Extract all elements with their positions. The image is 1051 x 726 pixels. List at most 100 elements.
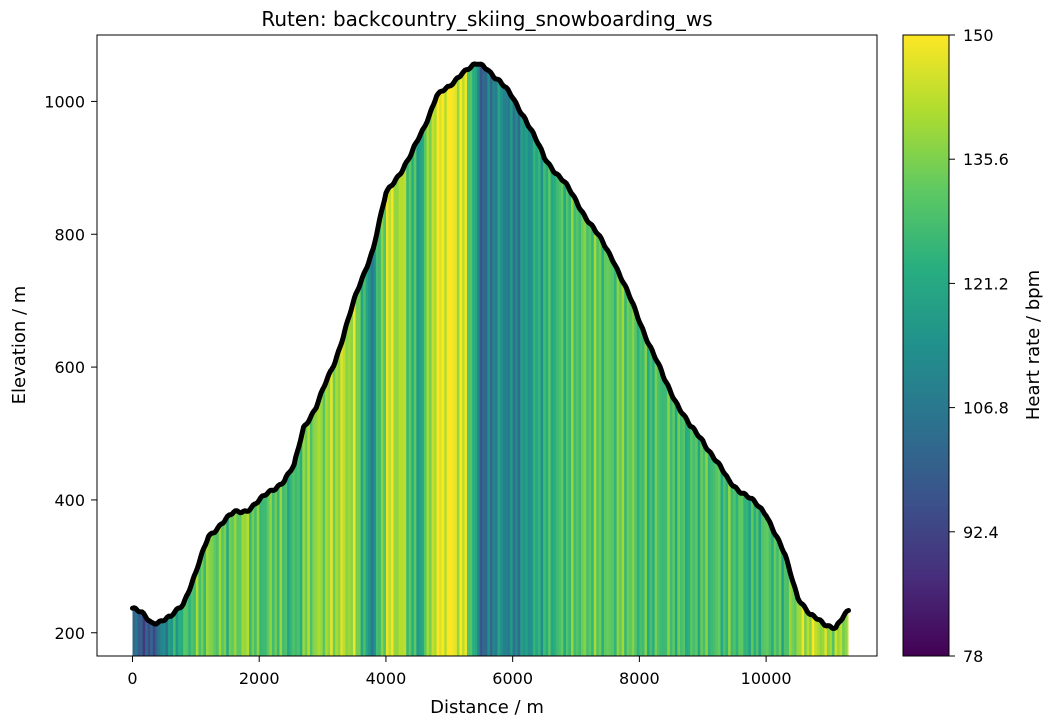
tick-label: 600 xyxy=(54,358,85,377)
heart-rate-band xyxy=(563,63,567,656)
heart-rate-band xyxy=(545,63,549,656)
heart-rate-band xyxy=(837,63,841,656)
heart-rate-band xyxy=(573,63,577,656)
heart-rate-band xyxy=(434,63,438,656)
heart-rate-band xyxy=(548,63,552,656)
tick-label: 8000 xyxy=(619,669,660,688)
heart-rate-band xyxy=(487,63,491,656)
tick-label: 135.6 xyxy=(963,150,1009,169)
heart-rate-band xyxy=(499,63,504,656)
heart-rate-band xyxy=(492,63,496,656)
heart-rate-band xyxy=(426,63,430,656)
tick-label: 92.4 xyxy=(963,523,999,542)
heart-rate-band xyxy=(373,63,377,656)
heart-rate-band xyxy=(649,63,653,656)
tick-label: 78 xyxy=(963,647,983,666)
heart-rate-band xyxy=(479,63,483,656)
heart-rate-band xyxy=(459,63,463,656)
heart-rate-band xyxy=(472,63,476,656)
heart-rate-band xyxy=(515,63,519,656)
heart-rate-band xyxy=(570,63,575,656)
heart-rate-band xyxy=(616,63,620,656)
heart-rate-band xyxy=(370,63,374,656)
heart-rate-band xyxy=(142,63,146,656)
heart-rate-band xyxy=(624,63,628,656)
heart-rate-band xyxy=(352,63,357,656)
heart-rate-band xyxy=(603,63,608,656)
heart-rate-band xyxy=(844,63,848,656)
heart-rate-band xyxy=(150,63,154,656)
heart-rate-band xyxy=(188,63,192,656)
heart-rate-band xyxy=(152,63,156,656)
tick-label: 800 xyxy=(54,225,85,244)
heart-rate-band xyxy=(816,63,820,656)
heart-rate-band xyxy=(565,63,570,656)
heart-rate-band xyxy=(368,63,372,656)
heart-rate-band xyxy=(598,63,602,656)
heart-rate-band xyxy=(525,63,529,656)
heart-rate-band xyxy=(621,63,625,656)
heart-rate-band xyxy=(527,63,531,656)
tick-label: 10000 xyxy=(741,669,792,688)
heart-rate-band xyxy=(801,63,805,656)
heart-rate-band xyxy=(360,63,364,656)
tick-label: 150 xyxy=(963,26,994,45)
heart-rate-band xyxy=(535,63,539,656)
y-axis-title: Elevation / m xyxy=(9,286,30,405)
tick-label: 0 xyxy=(127,669,137,688)
heart-rate-band xyxy=(451,63,455,656)
heart-rate-band xyxy=(543,63,547,656)
heart-rate-band xyxy=(408,63,412,656)
heart-rate-band xyxy=(489,63,493,656)
heart-rate-band xyxy=(824,63,828,656)
heart-rate-band xyxy=(162,63,167,656)
heart-rate-band xyxy=(842,63,846,656)
heart-rate-band xyxy=(380,63,384,656)
heart-rate-band xyxy=(355,63,359,656)
heart-rate-band xyxy=(350,63,354,656)
heart-rate-band xyxy=(411,63,415,656)
heart-rate-band xyxy=(185,63,189,656)
heart-rate-band xyxy=(365,63,369,656)
heart-rate-band xyxy=(644,63,648,656)
heart-rate-band xyxy=(474,63,478,656)
heart-rate-band xyxy=(363,63,367,656)
heart-rate-band xyxy=(793,63,798,656)
heart-rate-band xyxy=(829,63,833,656)
heart-rate-band xyxy=(502,63,506,656)
heart-rate-band xyxy=(611,63,615,656)
heart-rate-band xyxy=(507,63,511,656)
heart-rate-band xyxy=(454,63,458,656)
heart-rate-band xyxy=(530,63,534,656)
heart-rate-band xyxy=(538,63,542,656)
tick-label: 2000 xyxy=(239,669,280,688)
heart-rate-band xyxy=(391,63,395,656)
heart-rate-band xyxy=(619,63,623,656)
heart-rate-band xyxy=(593,63,597,656)
heart-rate-band xyxy=(388,63,392,656)
heart-rate-band xyxy=(482,63,486,656)
heart-rate-band xyxy=(614,63,618,656)
heart-rate-band xyxy=(446,63,450,656)
heart-rate-band xyxy=(814,63,818,656)
heart-rate-band xyxy=(806,63,810,656)
heart-rate-band xyxy=(393,63,397,656)
heart-rate-band xyxy=(383,63,387,656)
heart-rate-band xyxy=(558,63,562,656)
heart-rate-band xyxy=(512,63,516,656)
heart-rate-band xyxy=(429,63,433,656)
heart-rate-band xyxy=(586,63,590,656)
heart-rate-band xyxy=(469,63,473,656)
y-axis: 200 400 600 800 1000 xyxy=(44,92,97,643)
heart-rate-band xyxy=(193,63,197,656)
heart-rate-band xyxy=(467,63,471,656)
heart-rate-band xyxy=(477,63,481,656)
colorbar xyxy=(902,34,950,657)
heart-rate-band xyxy=(641,63,646,656)
heart-rate-band xyxy=(517,63,521,656)
heart-rate-band xyxy=(636,63,640,656)
heart-rate-band xyxy=(135,63,139,656)
heart-rate-fill xyxy=(132,63,849,656)
heart-rate-band xyxy=(522,63,526,656)
heart-rate-band xyxy=(403,63,407,656)
